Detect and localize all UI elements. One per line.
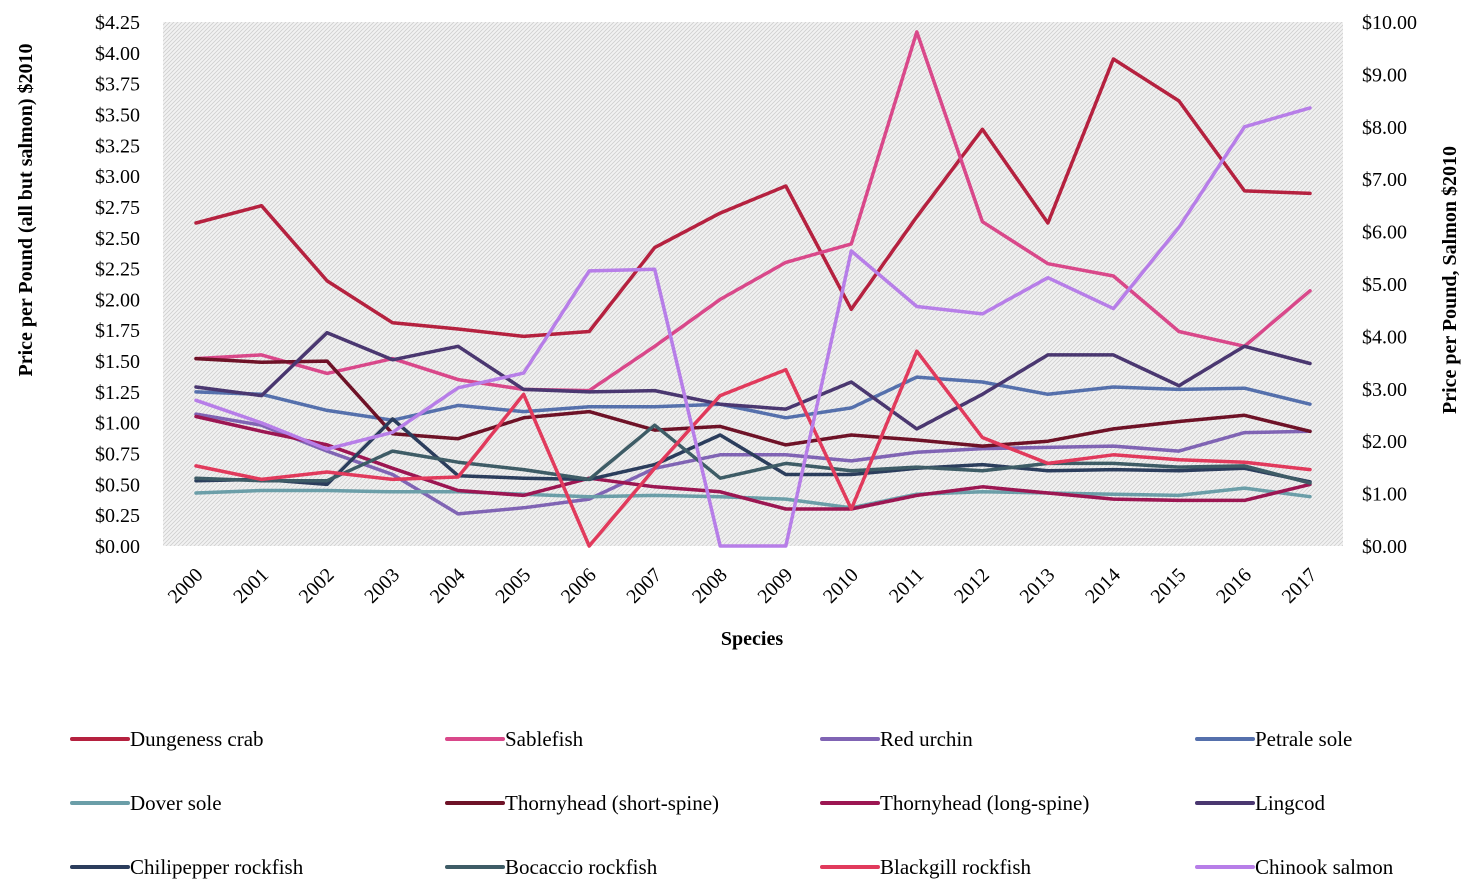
left-axis-title: Price per Pound (all but salmon) $2010 bbox=[15, 44, 37, 377]
x-tick-label: 2014 bbox=[1081, 564, 1125, 608]
right-tick-label: $10.00 bbox=[1362, 12, 1417, 34]
x-tick-label: 2015 bbox=[1147, 564, 1191, 608]
x-axis-title: Species bbox=[721, 628, 783, 650]
legend-item-sablefish: Sablefish bbox=[445, 727, 584, 751]
left-tick-label: $2.50 bbox=[95, 228, 140, 250]
x-tick-label: 2013 bbox=[1016, 564, 1060, 608]
series-line-thornyhead-short-spine bbox=[194, 356, 1312, 448]
left-tick-label: $0.25 bbox=[95, 505, 140, 527]
x-tick-label: 2006 bbox=[557, 564, 601, 608]
left-tick-label: $0.50 bbox=[95, 474, 140, 496]
legend-item-lingcod: Lingcod bbox=[1195, 791, 1325, 815]
series-line-petrale-sole bbox=[194, 375, 1312, 422]
left-tick-label: $3.00 bbox=[95, 166, 140, 188]
legend-label: Lingcod bbox=[1255, 791, 1325, 815]
x-tick-label: 2009 bbox=[753, 564, 797, 608]
right-tick-label: $5.00 bbox=[1362, 274, 1407, 296]
legend-label: Petrale sole bbox=[1255, 727, 1352, 751]
left-tick-label: $0.00 bbox=[95, 536, 140, 558]
left-tick-label: $2.25 bbox=[95, 259, 140, 281]
x-tick-label: 2000 bbox=[164, 564, 208, 608]
x-tick-label: 2007 bbox=[622, 564, 666, 608]
right-tick-label: $9.00 bbox=[1362, 64, 1407, 86]
right-axis-ticks: $0.00 $1.00 $2.00 $3.00 $4.00 $5.00 $6.00 $7.00… bbox=[1362, 12, 1417, 558]
series-line-chinook-salmon bbox=[194, 106, 1312, 548]
legend-item-thornyhead-long-spine: Thornyhead (long-spine) bbox=[820, 791, 1089, 815]
right-tick-label: $8.00 bbox=[1362, 117, 1407, 139]
x-axis-ticks: 2000 2001 2002 2003 2004 2005 2006 2007 2008 2009… bbox=[164, 564, 1322, 608]
series-line-sablefish bbox=[194, 30, 1312, 393]
right-tick-label: $2.00 bbox=[1362, 431, 1407, 453]
left-tick-label: $2.00 bbox=[95, 289, 140, 311]
legend-item-thornyhead-short-spine: Thornyhead (short-spine) bbox=[445, 791, 719, 815]
right-tick-label: $4.00 bbox=[1362, 326, 1407, 348]
legend-item-dover-sole: Dover sole bbox=[70, 791, 222, 815]
series-line-dungeness-crab bbox=[194, 57, 1312, 339]
x-tick-label: 2012 bbox=[950, 564, 994, 608]
x-tick-label: 2004 bbox=[426, 564, 470, 608]
legend-label: Chilipepper rockfish bbox=[130, 855, 304, 879]
series-line-thornyhead-long-spine bbox=[194, 414, 1312, 511]
legend-label: Dungeness crab bbox=[130, 727, 264, 751]
x-tick-label: 2001 bbox=[229, 564, 273, 608]
legend-label: Dover sole bbox=[130, 791, 222, 815]
left-tick-label: $2.75 bbox=[95, 197, 140, 219]
legend-item-bocaccio-rockfish: Bocaccio rockfish bbox=[445, 855, 658, 879]
x-tick-label: 2008 bbox=[688, 564, 732, 608]
legend-label: Thornyhead (short-spine) bbox=[505, 791, 719, 815]
left-axis-ticks: $0.00 $0.25 $0.50 $0.75 $1.00 $1.25 $1.50 $1.75… bbox=[95, 12, 140, 558]
series-line-bocaccio-rockfish bbox=[194, 423, 1312, 485]
legend-item-red-urchin: Red urchin bbox=[820, 727, 973, 751]
legend-item-chinook-salmon: Chinook salmon bbox=[1195, 855, 1394, 879]
legend: Dungeness crab Sablefish Red urchin Petrale… bbox=[70, 727, 1394, 879]
x-tick-label: 2017 bbox=[1278, 564, 1322, 608]
right-tick-label: $1.00 bbox=[1362, 484, 1407, 506]
left-tick-label: $3.25 bbox=[95, 135, 140, 157]
left-tick-label: $1.75 bbox=[95, 320, 140, 342]
series-line-dover-sole bbox=[194, 486, 1312, 510]
legend-item-chilipepper-rockfish: Chilipepper rockfish bbox=[70, 855, 304, 879]
left-tick-label: $1.50 bbox=[95, 351, 140, 373]
left-tick-label: $3.75 bbox=[95, 74, 140, 96]
series-lines bbox=[194, 30, 1312, 548]
x-tick-label: 2010 bbox=[819, 564, 863, 608]
legend-item-petrale-sole: Petrale sole bbox=[1195, 727, 1352, 751]
left-tick-label: $3.50 bbox=[95, 104, 140, 126]
legend-label: Red urchin bbox=[880, 727, 973, 751]
left-tick-label: $1.25 bbox=[95, 382, 140, 404]
right-tick-label: $3.00 bbox=[1362, 379, 1407, 401]
legend-label: Blackgill rockfish bbox=[880, 855, 1032, 879]
x-tick-label: 2003 bbox=[360, 564, 404, 608]
legend-label: Chinook salmon bbox=[1255, 855, 1394, 879]
legend-label: Bocaccio rockfish bbox=[505, 855, 658, 879]
left-tick-label: $4.00 bbox=[95, 43, 140, 65]
x-tick-label: 2011 bbox=[885, 564, 928, 607]
right-tick-label: $0.00 bbox=[1362, 536, 1407, 558]
right-axis-title: Price per Pound, Salmon $2010 bbox=[1439, 146, 1461, 414]
series-line-chilipepper-rockfish bbox=[194, 417, 1312, 487]
left-tick-label: $0.75 bbox=[95, 444, 140, 466]
left-tick-label: $4.25 bbox=[95, 12, 140, 34]
x-tick-label: 2002 bbox=[295, 564, 339, 608]
legend-label: Thornyhead (long-spine) bbox=[880, 791, 1089, 815]
legend-label: Sablefish bbox=[505, 727, 584, 751]
series-line-blackgill-rockfish bbox=[194, 349, 1312, 548]
legend-item-blackgill-rockfish: Blackgill rockfish bbox=[820, 855, 1032, 879]
series-line-lingcod bbox=[194, 330, 1312, 431]
right-tick-label: $6.00 bbox=[1362, 222, 1407, 244]
x-tick-label: 2016 bbox=[1212, 564, 1256, 608]
left-tick-label: $1.00 bbox=[95, 413, 140, 435]
legend-item-dungeness-crab: Dungeness crab bbox=[70, 727, 264, 751]
right-tick-label: $7.00 bbox=[1362, 169, 1407, 191]
x-tick-label: 2005 bbox=[491, 564, 535, 608]
